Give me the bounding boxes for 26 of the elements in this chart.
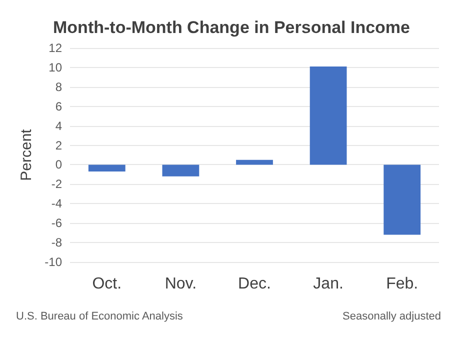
x-tick-label: Oct. (92, 276, 122, 292)
bar (88, 164, 126, 172)
y-tick-label: -10 (44, 255, 62, 269)
y-tick-label: 0 (55, 158, 62, 172)
y-tick-label: 10 (48, 60, 62, 74)
text: U.S. Bureau of Economic Analysis (16, 310, 184, 322)
bar (162, 164, 200, 176)
y-tick-label: 12 (48, 41, 62, 55)
x-tick-label: Feb. (386, 276, 418, 292)
y-tick-label: -6 (51, 216, 62, 230)
text: Seasonally adjusted (342, 310, 442, 322)
x-tick-label: Dec. (238, 276, 271, 292)
x-tick-label: Jan. (313, 276, 344, 292)
y-tick-label: 4 (55, 118, 62, 133)
y-axis-title: Percent (18, 128, 35, 181)
y-tick-label: -2 (51, 177, 62, 192)
y-tick-label: -8 (51, 236, 62, 250)
bar (236, 160, 273, 165)
bar (310, 66, 347, 165)
chart-title: Month-to-Month Change in Personal Income (53, 18, 410, 37)
x-tick-label: Nov. (164, 276, 197, 292)
y-tick-label: 6 (55, 99, 62, 114)
y-tick-label: 2 (55, 138, 62, 152)
y-tick-label: 8 (55, 80, 62, 94)
bar (384, 164, 421, 235)
y-tick-label: -4 (51, 196, 62, 211)
